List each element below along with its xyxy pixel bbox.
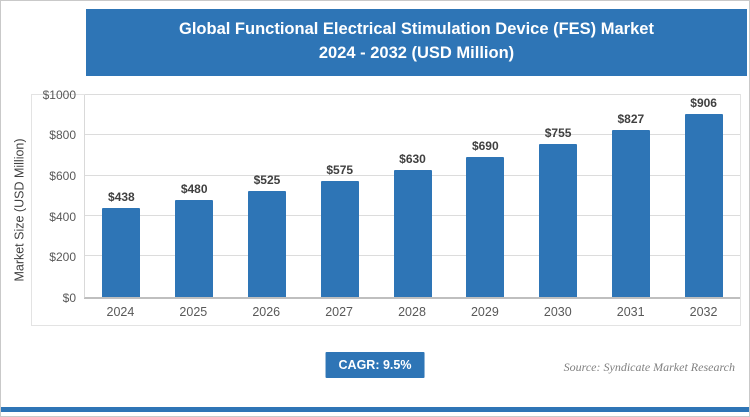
- bar-cell: $438: [85, 95, 158, 297]
- x-tick-label: 2025: [179, 304, 208, 319]
- bar: [611, 129, 650, 297]
- chart-title: Global Functional Electrical Stimulation…: [86, 9, 747, 76]
- bar-cell: $630: [376, 95, 449, 297]
- bar-cell: $906: [667, 95, 740, 297]
- plot-area: $438 $480 $525 $575 $630 $690 $755 $827 $906: [84, 93, 740, 298]
- bar-value-label: $480: [180, 181, 208, 196]
- bar-cell: $575: [303, 95, 376, 297]
- bar-value-label: $438: [108, 190, 135, 205]
- bottom-accent-bar: [1, 407, 749, 412]
- x-tick-label: 2028: [398, 304, 426, 319]
- x-tick-label: 2032: [689, 304, 718, 319]
- bar: [393, 169, 432, 297]
- bar-cell: $525: [231, 95, 304, 297]
- bar: [684, 113, 723, 297]
- y-tick-label: $400: [49, 209, 76, 224]
- y-axis-title: Market Size (USD Million): [9, 94, 31, 326]
- y-tick-label: $200: [49, 250, 76, 265]
- y-axis-ticks: $0 $200 $400 $600 $800 $1000: [32, 88, 84, 305]
- chart-area: $0 $200 $400 $600 $800 $1000 $438 $480 $525 $575…: [31, 88, 741, 326]
- bar-cell: $690: [449, 95, 522, 297]
- bar: [102, 208, 141, 297]
- x-tick-label: 2029: [470, 304, 499, 319]
- bar-value-label: $525: [253, 172, 281, 187]
- chart-title-line2: 2024 - 2032 (USD Million): [318, 43, 515, 62]
- y-tick-label: $600: [49, 169, 76, 184]
- gridline: [85, 134, 740, 136]
- plot-row: $0 $200 $400 $600 $800 $1000 $438 $480 $525 $575…: [32, 88, 740, 305]
- bar-value-label: $690: [471, 139, 499, 154]
- x-tick-label: 2030: [543, 304, 572, 319]
- bar-value-label: $575: [326, 162, 354, 177]
- y-tick-label: $1000: [42, 87, 76, 102]
- x-tick-label: 2026: [252, 304, 281, 319]
- y-tick-label: $800: [49, 128, 76, 143]
- x-tick-label: 2031: [616, 304, 645, 319]
- cagr-badge: CAGR: 9.5%: [325, 351, 425, 378]
- bar-cell: $480: [158, 95, 231, 297]
- gridline: [85, 93, 740, 95]
- bar-chart: Market Size (USD Million) $0 $200 $400 $600…: [9, 88, 741, 326]
- bar: [175, 199, 214, 297]
- bar-value-label: $755: [544, 126, 572, 141]
- bar: [539, 144, 578, 297]
- bar-value-label: $906: [690, 95, 717, 110]
- x-tick-label: 2027: [325, 304, 354, 319]
- bar: [320, 180, 359, 297]
- chart-footer: CAGR: 9.5% Source: Syndicate Market Rese…: [1, 351, 749, 382]
- bars-container: $438 $480 $525 $575 $630 $690 $755 $827 $906: [85, 95, 740, 297]
- bar-value-label: $827: [617, 111, 645, 126]
- bar-value-label: $630: [399, 151, 426, 166]
- bar: [466, 157, 505, 297]
- y-tick-label: $0: [62, 290, 76, 305]
- source-text: Source: Syndicate Market Research: [563, 359, 735, 374]
- x-axis-labels: 2024 2025 2026 2027 2028 2029 2030 2031 2032: [84, 297, 740, 325]
- bar-cell: $827: [594, 95, 667, 297]
- bar-cell: $755: [522, 95, 595, 297]
- x-tick-label: 2024: [106, 304, 135, 319]
- bar: [247, 190, 286, 297]
- chart-title-line1: Global Functional Electrical Stimulation…: [179, 20, 654, 38]
- y-axis-title-text: Market Size (USD Million): [13, 138, 27, 282]
